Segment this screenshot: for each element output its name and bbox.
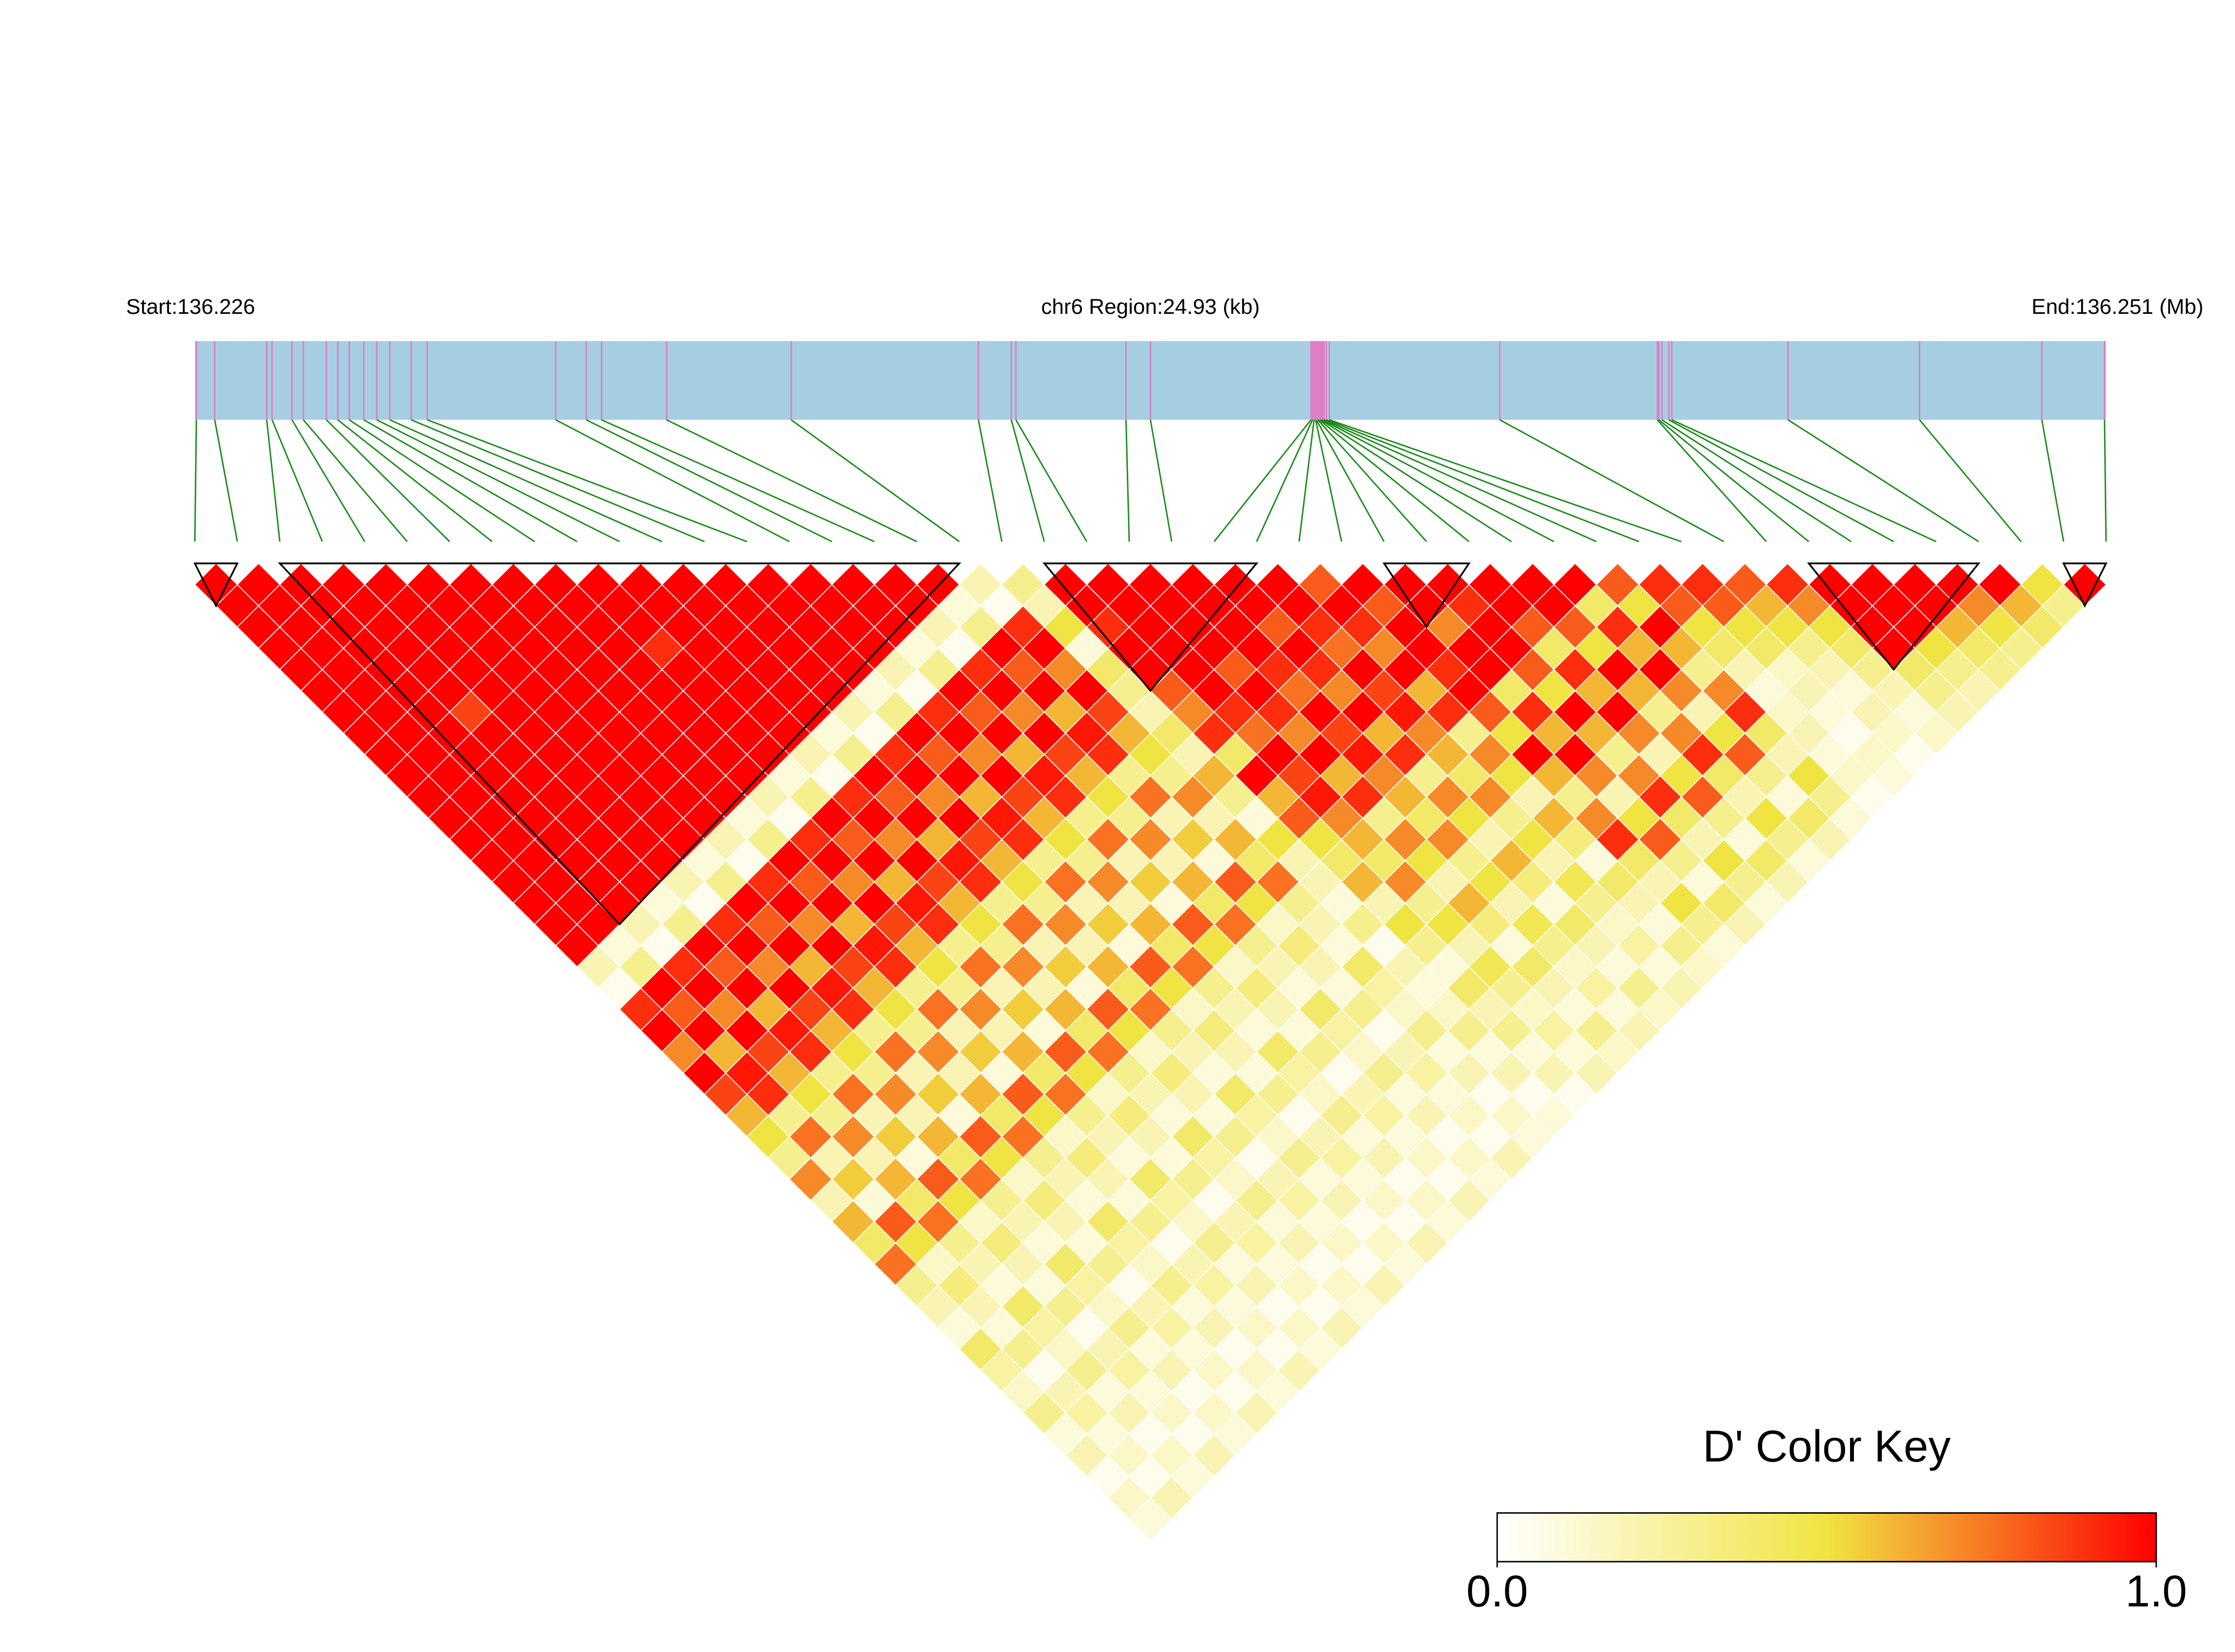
snp-connector bbox=[1256, 419, 1314, 542]
ld-block-outline bbox=[193, 562, 239, 608]
color-key-bar bbox=[1496, 1512, 2157, 1562]
snp-connector bbox=[214, 420, 238, 542]
snp-connector bbox=[326, 419, 450, 543]
snp-connector bbox=[1320, 419, 1512, 543]
snp-connector bbox=[977, 420, 1003, 542]
color-key-tick-label: 0.0 bbox=[1466, 1566, 1528, 1616]
snp-connector bbox=[1317, 419, 1427, 543]
snp-connector bbox=[1499, 419, 1724, 543]
ld-block-outline bbox=[277, 562, 962, 926]
snp-connector bbox=[1015, 419, 1088, 542]
snp-connector bbox=[1125, 420, 1130, 542]
snp-connector bbox=[601, 419, 875, 543]
snp-connector bbox=[194, 420, 197, 542]
ld-block-outline bbox=[1806, 562, 1980, 671]
snp-connector bbox=[271, 419, 323, 542]
snp-connector bbox=[1298, 420, 1315, 542]
snp-connector bbox=[1010, 420, 1045, 542]
snp-connector bbox=[303, 419, 408, 542]
snp-connector bbox=[1324, 419, 1597, 543]
snp-connector bbox=[363, 419, 578, 543]
snp-connector bbox=[791, 419, 960, 543]
snp-connector bbox=[1326, 419, 1639, 543]
snp-connector bbox=[291, 419, 366, 542]
snp-connector bbox=[2104, 420, 2107, 542]
snp-connector bbox=[337, 419, 493, 543]
snp-connector bbox=[1671, 419, 1937, 543]
snp-connector bbox=[1213, 419, 1312, 542]
color-key-tick-label: 1.0 bbox=[2125, 1566, 2187, 1616]
snp-connector bbox=[666, 419, 917, 543]
ld-block-outline bbox=[2062, 562, 2108, 608]
snp-connector bbox=[1657, 419, 1767, 543]
snp-connector bbox=[1668, 419, 1894, 543]
snp-connector bbox=[411, 419, 705, 543]
snp-connector bbox=[376, 419, 620, 543]
snp-connector bbox=[1661, 419, 1852, 543]
snp-connector bbox=[349, 419, 535, 543]
color-key-title: D' Color Key bbox=[1703, 1422, 1951, 1471]
end-label: End:136.251 (Mb) bbox=[2031, 295, 2203, 319]
snp-connector bbox=[1787, 419, 1979, 543]
snp-connector bbox=[389, 419, 662, 543]
snp-connector bbox=[2041, 420, 2064, 542]
snp-connector bbox=[1919, 419, 2022, 542]
snp-connector bbox=[1322, 419, 1555, 543]
region-label: chr6 Region:24.93 (kb) bbox=[1041, 295, 1260, 319]
snp-connector bbox=[555, 419, 790, 543]
snp-connector bbox=[1329, 419, 1682, 543]
ld-block-outline bbox=[1042, 562, 1259, 693]
snp-connector bbox=[1658, 419, 1809, 543]
snp-connector bbox=[427, 419, 747, 543]
snp-connector bbox=[266, 420, 281, 542]
heatmap bbox=[194, 562, 2107, 1541]
snp-connector bbox=[1319, 419, 1470, 543]
snp-connector bbox=[1150, 420, 1173, 542]
snp-connector bbox=[1315, 419, 1385, 542]
start-label: Start:136.226 bbox=[126, 295, 255, 319]
snp-connector bbox=[1315, 420, 1343, 542]
snp-connector bbox=[586, 419, 832, 543]
ld-block-outline bbox=[1382, 562, 1471, 629]
